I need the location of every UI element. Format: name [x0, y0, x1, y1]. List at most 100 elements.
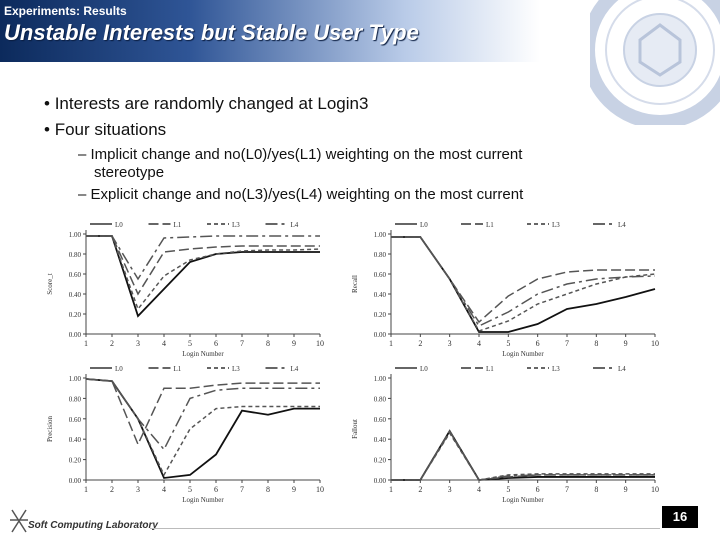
x-tick-label: 9	[292, 339, 296, 348]
x-tick-label: 2	[110, 339, 114, 348]
y-tick-label: 0.20	[374, 311, 387, 319]
x-tick-label: 6	[536, 339, 540, 348]
legend-label: L0	[115, 365, 123, 373]
x-tick-label: 5	[188, 339, 192, 348]
precision-chart: L0 L1 L3 L4 0.00 0.20 0.40 0.60 0.80 1.00 1 2 3 4 5 6 7 8…	[46, 365, 324, 504]
x-tick-label: 4	[477, 339, 481, 348]
x-tick-label: 1	[84, 485, 88, 494]
x-tick-label: 9	[292, 485, 296, 494]
legend-label: L0	[420, 365, 428, 373]
y-tick-label: 0.20	[69, 311, 82, 319]
x-tick-label: 5	[188, 485, 192, 494]
x-tick-label: 7	[565, 485, 569, 494]
x-tick-label: 4	[162, 339, 166, 348]
x-tick-label: 10	[316, 485, 324, 494]
x-tick-label: 8	[266, 339, 270, 348]
y-tick-label: 0.20	[69, 457, 82, 465]
legend-label: L3	[552, 221, 560, 229]
x-tick-label: 1	[389, 485, 393, 494]
sub-bullet-continuation: stereotype	[94, 164, 165, 181]
university-seal-icon	[590, 0, 720, 125]
bullet-text: Interests are randomly changed at Login3	[54, 94, 369, 113]
x-tick-label: 7	[240, 339, 244, 348]
series-line-l1	[86, 235, 320, 296]
legend-label: L3	[552, 365, 560, 373]
y-tick-label: 0.40	[69, 291, 82, 299]
series-line-l3	[391, 431, 655, 481]
x-tick-label: 8	[594, 339, 598, 348]
legend-label: L1	[486, 365, 494, 373]
x-tick-label: 10	[316, 339, 324, 348]
x-tick-label: 2	[110, 485, 114, 494]
x-tick-label: 1	[84, 339, 88, 348]
bullet-item: • Interests are randomly changed at Logi…	[44, 94, 369, 113]
y-tick-label: 0.80	[374, 251, 387, 259]
x-tick-label: 10	[651, 339, 659, 348]
legend-label: L3	[232, 221, 240, 229]
y-tick-label: 0.40	[69, 436, 82, 444]
x-tick-label: 3	[136, 485, 140, 494]
legend-label: L1	[174, 221, 182, 229]
legend-label: L4	[291, 221, 299, 229]
bullet-item: • Four situations	[44, 120, 167, 139]
x-tick-label: 8	[266, 485, 270, 494]
lab-name: Soft Computing Laboratory	[28, 520, 158, 531]
lab-logo-icon	[10, 509, 28, 533]
x-tick-label: 1	[389, 339, 393, 348]
legend-label: L4	[618, 221, 626, 229]
footer-divider	[150, 528, 660, 529]
x-tick-label: 5	[506, 339, 510, 348]
x-tick-label: 5	[506, 485, 510, 494]
legend-label: L4	[291, 365, 299, 373]
y-tick-label: 1.00	[374, 375, 387, 383]
y-tick-label: 0.40	[374, 436, 387, 444]
legend-label: L4	[618, 365, 626, 373]
bullet-text: Four situations	[54, 120, 167, 139]
x-tick-label: 7	[240, 485, 244, 494]
y-tick-label: 0.60	[69, 416, 82, 424]
y-tick-label: 0.00	[374, 331, 387, 339]
x-tick-label: 4	[162, 485, 166, 494]
page-number: 16	[662, 506, 698, 528]
y-tick-label: 0.20	[374, 457, 387, 465]
y-axis-label: Recall	[351, 275, 359, 293]
series-line-l1	[391, 236, 655, 324]
legend-label: L3	[232, 365, 240, 373]
section-label: Experiments: Results	[4, 4, 127, 18]
x-tick-label: 8	[594, 485, 598, 494]
y-axis-label: Precision	[46, 415, 54, 442]
x-tick-label: 6	[214, 339, 218, 348]
x-tick-label: 9	[624, 485, 628, 494]
y-tick-label: 0.00	[69, 331, 82, 339]
sub-bullet-text: Implicit change and no(L0)/yes(L1) weigh…	[90, 146, 523, 163]
sub-bullet-item: – Implicit change and no(L0)/yes(L1) wei…	[78, 146, 674, 182]
y-tick-label: 0.80	[69, 395, 82, 403]
legend-label: L1	[486, 221, 494, 229]
x-tick-label: 6	[214, 485, 218, 494]
series-line-l4	[391, 430, 655, 481]
series-line-l4	[85, 378, 320, 451]
sub-bullet-item: – Explicit change and no(L3)/yes(L4) wei…	[78, 186, 524, 203]
y-tick-label: 0.60	[69, 271, 82, 279]
y-tick-label: 0.40	[374, 291, 387, 299]
slide-title: Unstable Interests but Stable User Type	[4, 20, 419, 45]
x-tick-label: 3	[136, 339, 140, 348]
legend-label: L0	[115, 221, 123, 229]
series-line-l3	[85, 378, 320, 477]
series-line-l3	[86, 235, 321, 311]
x-axis-label: Login Number	[182, 350, 224, 358]
x-tick-label: 7	[565, 339, 569, 348]
x-tick-label: 9	[624, 339, 628, 348]
legend-label: L1	[174, 365, 182, 373]
y-tick-label: 0.80	[69, 251, 82, 259]
y-tick-label: 0.60	[374, 416, 387, 424]
x-tick-label: 4	[477, 485, 481, 494]
series-line-l1	[85, 378, 320, 447]
y-axis-label: Score_t	[46, 273, 54, 294]
y-tick-label: 0.60	[374, 271, 387, 279]
series-line-l0	[391, 429, 655, 481]
x-axis-label: Login Number	[502, 350, 544, 358]
x-tick-label: 3	[448, 485, 452, 494]
recall-chart: L0 L1 L3 L4 0.00 0.20 0.40 0.60 0.80 1.00 1 2 3 4 5 6 7 8…	[351, 221, 659, 358]
y-axis-label: Fallout	[351, 419, 359, 439]
